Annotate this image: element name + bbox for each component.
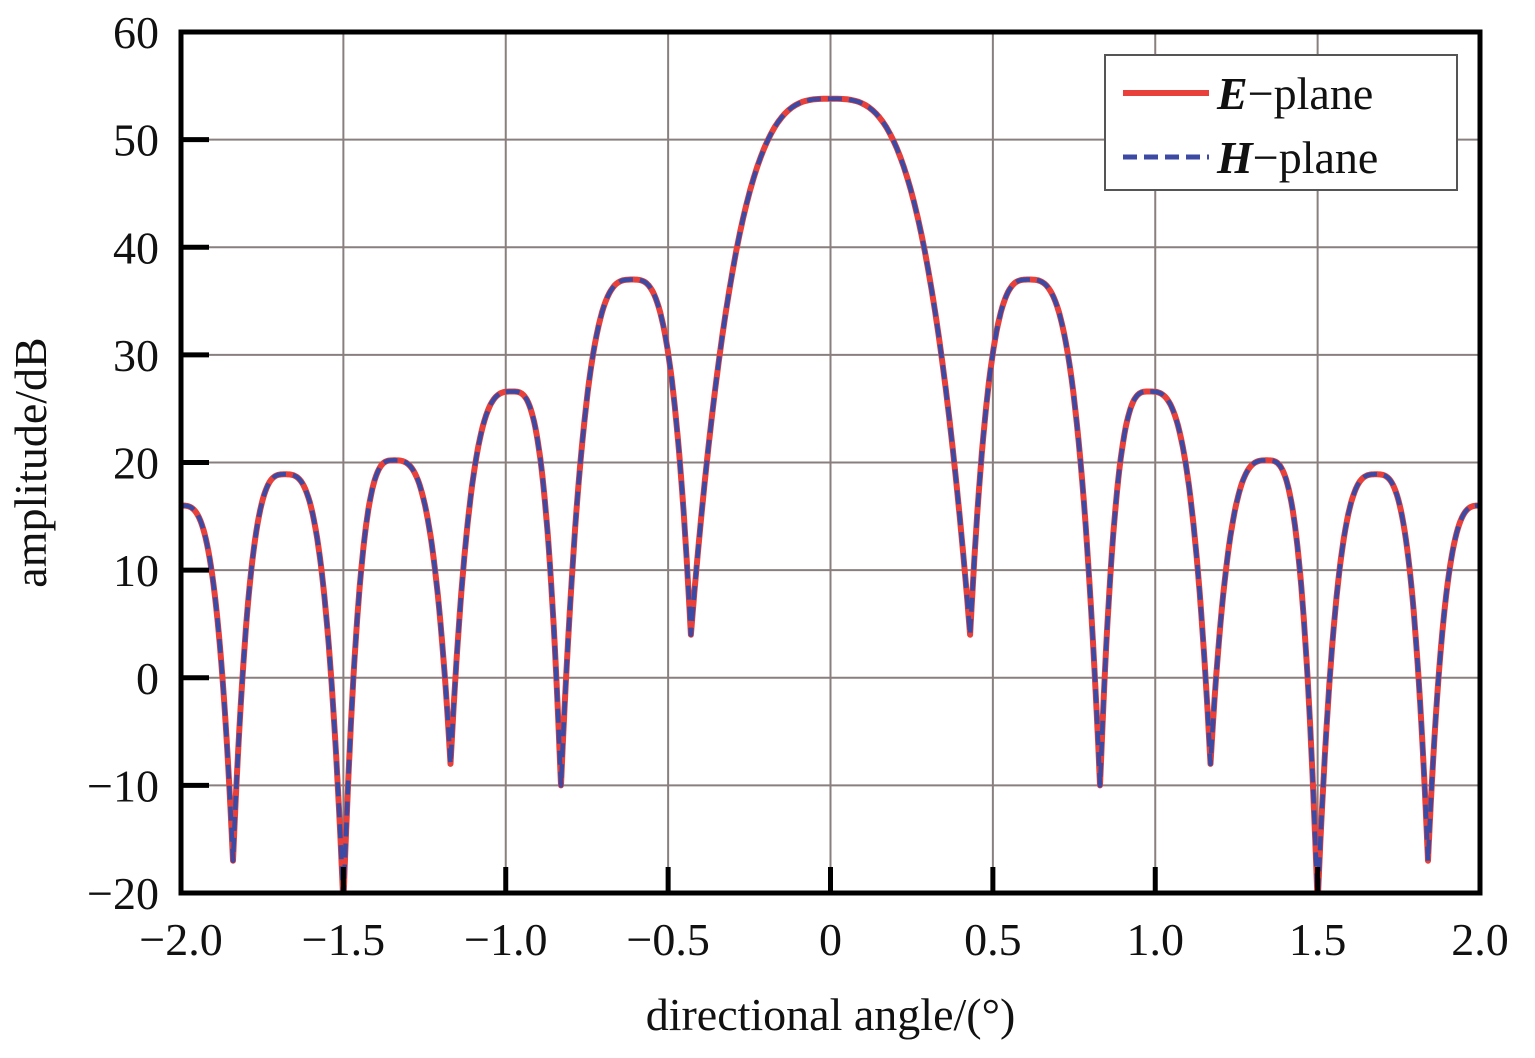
legend: E−plane H−plane bbox=[1104, 54, 1458, 191]
x-tick-label: 1.5 bbox=[1289, 914, 1347, 965]
y-tick-label: 30 bbox=[113, 330, 159, 381]
legend-label-h-plane-symbol: H bbox=[1216, 132, 1254, 183]
x-tick-label: 0 bbox=[819, 914, 842, 965]
tick-labels: −2.0 −1.5 −1.0 −0.5 0 0.5 1.0 1.5 2.0 −20 −10 0 10 20… bbox=[87, 7, 1509, 965]
legend-label-h-plane: H−plane bbox=[1216, 132, 1378, 183]
y-axis-title: amplitude/dB bbox=[5, 337, 56, 587]
y-tick-label: −10 bbox=[87, 760, 159, 811]
y-tick-label: −20 bbox=[87, 868, 159, 919]
ticks bbox=[178, 29, 1483, 896]
legend-label-h-plane-rest: −plane bbox=[1253, 132, 1379, 183]
legend-box bbox=[1104, 54, 1458, 191]
y-tick-label: 20 bbox=[113, 438, 159, 489]
x-axis-title: directional angle/(°) bbox=[646, 989, 1016, 1040]
x-tick-label: 0.5 bbox=[964, 914, 1022, 965]
x-tick-label: −1.0 bbox=[464, 914, 547, 965]
series-line-h-plane bbox=[181, 96, 1480, 893]
x-tick-label: 2.0 bbox=[1451, 914, 1509, 965]
legend-label-e-plane-rest: −plane bbox=[1248, 68, 1374, 119]
x-tick-label: 1.0 bbox=[1127, 914, 1185, 965]
y-tick-label: 10 bbox=[113, 545, 159, 596]
legend-label-e-plane: E−plane bbox=[1216, 68, 1373, 119]
x-tick-label: −2.0 bbox=[139, 914, 222, 965]
legend-label-e-plane-symbol: E bbox=[1216, 68, 1248, 119]
y-tick-label: 50 bbox=[113, 115, 159, 166]
series-layer bbox=[181, 95, 1480, 893]
x-tick-label: −1.5 bbox=[302, 914, 385, 965]
y-tick-label: 0 bbox=[136, 653, 159, 704]
y-tick-label: 40 bbox=[113, 222, 159, 273]
x-tick-label: −0.5 bbox=[626, 914, 709, 965]
y-tick-label: 60 bbox=[113, 7, 159, 58]
